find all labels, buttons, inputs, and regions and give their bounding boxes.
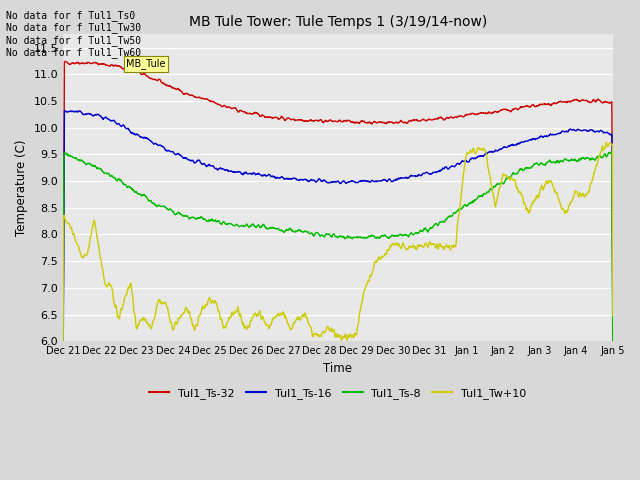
- Text: MB_Tule: MB_Tule: [126, 59, 166, 70]
- Y-axis label: Temperature (C): Temperature (C): [15, 140, 28, 236]
- Text: No data for f Tul1_Ts0
No data for f Tul1_Tw30
No data for f Tul1_Tw50
No data f: No data for f Tul1_Ts0 No data for f Tul…: [6, 10, 141, 58]
- Title: MB Tule Tower: Tule Temps 1 (3/19/14-now): MB Tule Tower: Tule Temps 1 (3/19/14-now…: [189, 15, 487, 29]
- X-axis label: Time: Time: [323, 361, 353, 375]
- Legend: Tul1_Ts-32, Tul1_Ts-16, Tul1_Ts-8, Tul1_Tw+10: Tul1_Ts-32, Tul1_Ts-16, Tul1_Ts-8, Tul1_…: [145, 384, 531, 403]
